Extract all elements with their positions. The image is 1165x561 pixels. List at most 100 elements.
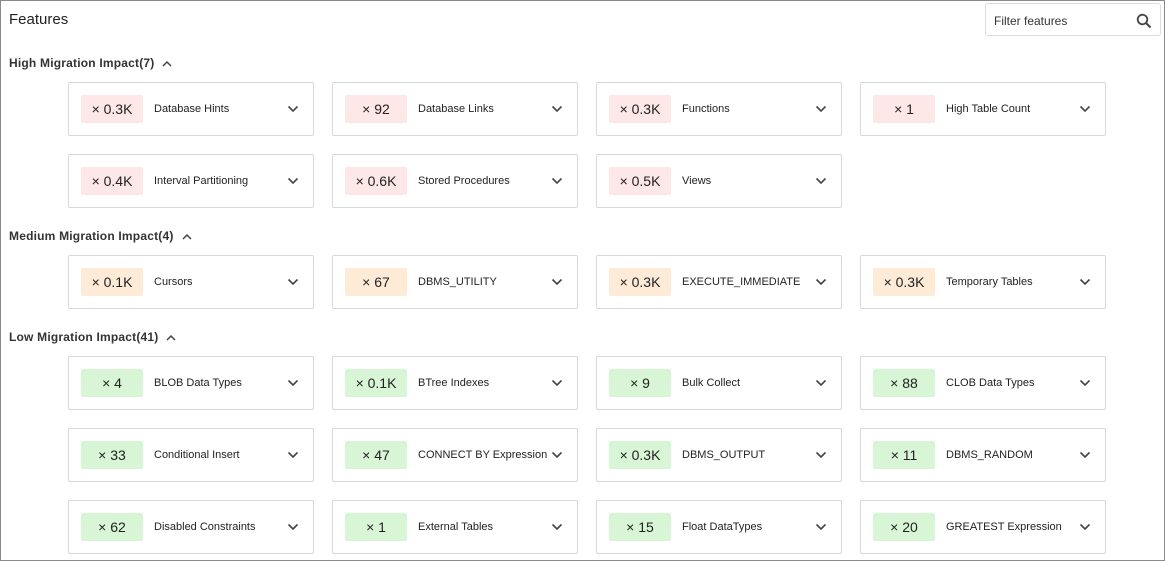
feature-label: Database Links (418, 103, 494, 115)
count-badge: × 0.3K (873, 268, 935, 296)
feature-label: CLOB Data Types (946, 377, 1035, 389)
feature-label: DBMS_UTILITY (418, 276, 497, 288)
feature-label: Cursors (154, 276, 193, 288)
expand-icon[interactable] (551, 379, 563, 387)
feature-card[interactable]: × 62 Disabled Constraints (68, 500, 314, 554)
feature-label: Views (682, 175, 712, 187)
count-badge: × 15 (609, 513, 671, 541)
feature-label: Database Hints (154, 103, 230, 115)
feature-card[interactable]: × 0.5K Views (596, 154, 842, 208)
count-badge: × 0.1K (345, 369, 407, 397)
count-badge: × 1 (345, 513, 407, 541)
feature-card[interactable]: × 33 Conditional Insert (68, 428, 314, 482)
feature-card[interactable]: × 0.3K DBMS_OUTPUT (596, 428, 842, 482)
feature-label: EXECUTE_IMMEDIATE (682, 276, 801, 288)
feature-card[interactable]: × 88 CLOB Data Types (860, 356, 1106, 410)
feature-label: Stored Procedures (418, 175, 510, 187)
expand-icon[interactable] (287, 278, 299, 286)
feature-label: High Table Count (946, 103, 1031, 115)
count-badge: × 47 (345, 441, 407, 469)
collapse-icon[interactable] (182, 233, 192, 240)
expand-icon[interactable] (1079, 105, 1091, 113)
count-badge: × 0.3K (609, 268, 671, 296)
feature-card[interactable]: × 0.6K Stored Procedures (332, 154, 578, 208)
feature-card[interactable]: × 1 External Tables (332, 500, 578, 554)
feature-label: Conditional Insert (154, 449, 240, 461)
feature-card[interactable]: × 9 Bulk Collect (596, 356, 842, 410)
expand-icon[interactable] (287, 105, 299, 113)
filter-placeholder: Filter features (994, 14, 1068, 28)
count-badge: × 0.3K (81, 95, 143, 123)
feature-label: BLOB Data Types (154, 377, 242, 389)
expand-icon[interactable] (287, 379, 299, 387)
expand-icon[interactable] (815, 278, 827, 286)
expand-icon[interactable] (287, 523, 299, 531)
feature-label: External Tables (418, 521, 494, 533)
expand-icon[interactable] (1079, 278, 1091, 286)
feature-card[interactable]: × 0.3K Temporary Tables (860, 255, 1106, 309)
expand-icon[interactable] (551, 523, 563, 531)
count-badge: × 0.4K (81, 167, 143, 195)
section-title: Low Migration Impact(41) (9, 330, 159, 344)
expand-icon[interactable] (551, 105, 563, 113)
section-title: Medium Migration Impact(4) (9, 229, 174, 243)
feature-card[interactable]: × 0.1K Cursors (68, 255, 314, 309)
feature-label: Functions (682, 103, 730, 115)
count-badge: × 0.6K (345, 167, 407, 195)
expand-icon[interactable] (1079, 523, 1091, 531)
count-badge: × 0.3K (609, 441, 671, 469)
feature-label: DBMS_OUTPUT (682, 449, 766, 461)
feature-card[interactable]: × 15 Float DataTypes (596, 500, 842, 554)
expand-icon[interactable] (815, 177, 827, 185)
count-badge: × 88 (873, 369, 935, 397)
feature-card[interactable]: × 0.3K Functions (596, 82, 842, 136)
feature-card[interactable]: × 0.4K Interval Partitioning (68, 154, 314, 208)
feature-label: Interval Partitioning (154, 175, 249, 187)
feature-card[interactable]: × 0.3K Database Hints (68, 82, 314, 136)
collapse-icon[interactable] (166, 334, 177, 341)
expand-icon[interactable] (1079, 379, 1091, 387)
count-badge: × 9 (609, 369, 671, 397)
feature-card[interactable]: × 92 Database Links (332, 82, 578, 136)
expand-icon[interactable] (551, 177, 563, 185)
feature-label: Disabled Constraints (154, 521, 256, 533)
expand-icon[interactable] (551, 278, 563, 286)
search-icon[interactable] (1136, 13, 1152, 29)
expand-icon[interactable] (1079, 451, 1091, 459)
count-badge: × 62 (81, 513, 143, 541)
expand-icon[interactable] (287, 177, 299, 185)
feature-card[interactable]: × 1 High Table Count (860, 82, 1106, 136)
count-badge: × 0.5K (609, 167, 671, 195)
feature-card[interactable]: × 11 DBMS_RANDOM (860, 428, 1106, 482)
feature-card[interactable]: × 0.1K BTree Indexes (332, 356, 578, 410)
count-badge: × 33 (81, 441, 143, 469)
feature-label: Temporary Tables (946, 276, 1033, 288)
count-badge: × 0.3K (609, 95, 671, 123)
feature-label: GREATEST Expression (946, 521, 1062, 533)
expand-icon[interactable] (287, 451, 299, 459)
feature-label: Bulk Collect (682, 377, 741, 389)
count-badge: × 4 (81, 369, 143, 397)
feature-label: Float DataTypes (682, 521, 763, 533)
expand-icon[interactable] (815, 451, 827, 459)
feature-label: CONNECT BY Expression (418, 449, 548, 461)
feature-card[interactable]: × 67 DBMS_UTILITY (332, 255, 578, 309)
section-title: High Migration Impact(7) (9, 56, 155, 70)
feature-card[interactable]: × 20 GREATEST Expression (860, 500, 1106, 554)
section-header[interactable]: Medium Migration Impact(4) (9, 229, 192, 243)
filter-input[interactable]: Filter features (985, 3, 1161, 36)
section-header[interactable]: High Migration Impact(7) (9, 56, 172, 70)
feature-card[interactable]: × 4 BLOB Data Types (68, 356, 314, 410)
count-badge: × 67 (345, 268, 407, 296)
feature-card[interactable]: × 47 CONNECT BY Expression (332, 428, 578, 482)
count-badge: × 20 (873, 513, 935, 541)
section-header[interactable]: Low Migration Impact(41) (9, 330, 177, 344)
expand-icon[interactable] (815, 379, 827, 387)
expand-icon[interactable] (815, 523, 827, 531)
feature-card[interactable]: × 0.3K EXECUTE_IMMEDIATE (596, 255, 842, 309)
expand-icon[interactable] (551, 451, 563, 459)
feature-label: DBMS_RANDOM (946, 449, 1033, 461)
page-title: Features (9, 11, 69, 28)
expand-icon[interactable] (815, 105, 827, 113)
collapse-icon[interactable] (162, 60, 172, 67)
